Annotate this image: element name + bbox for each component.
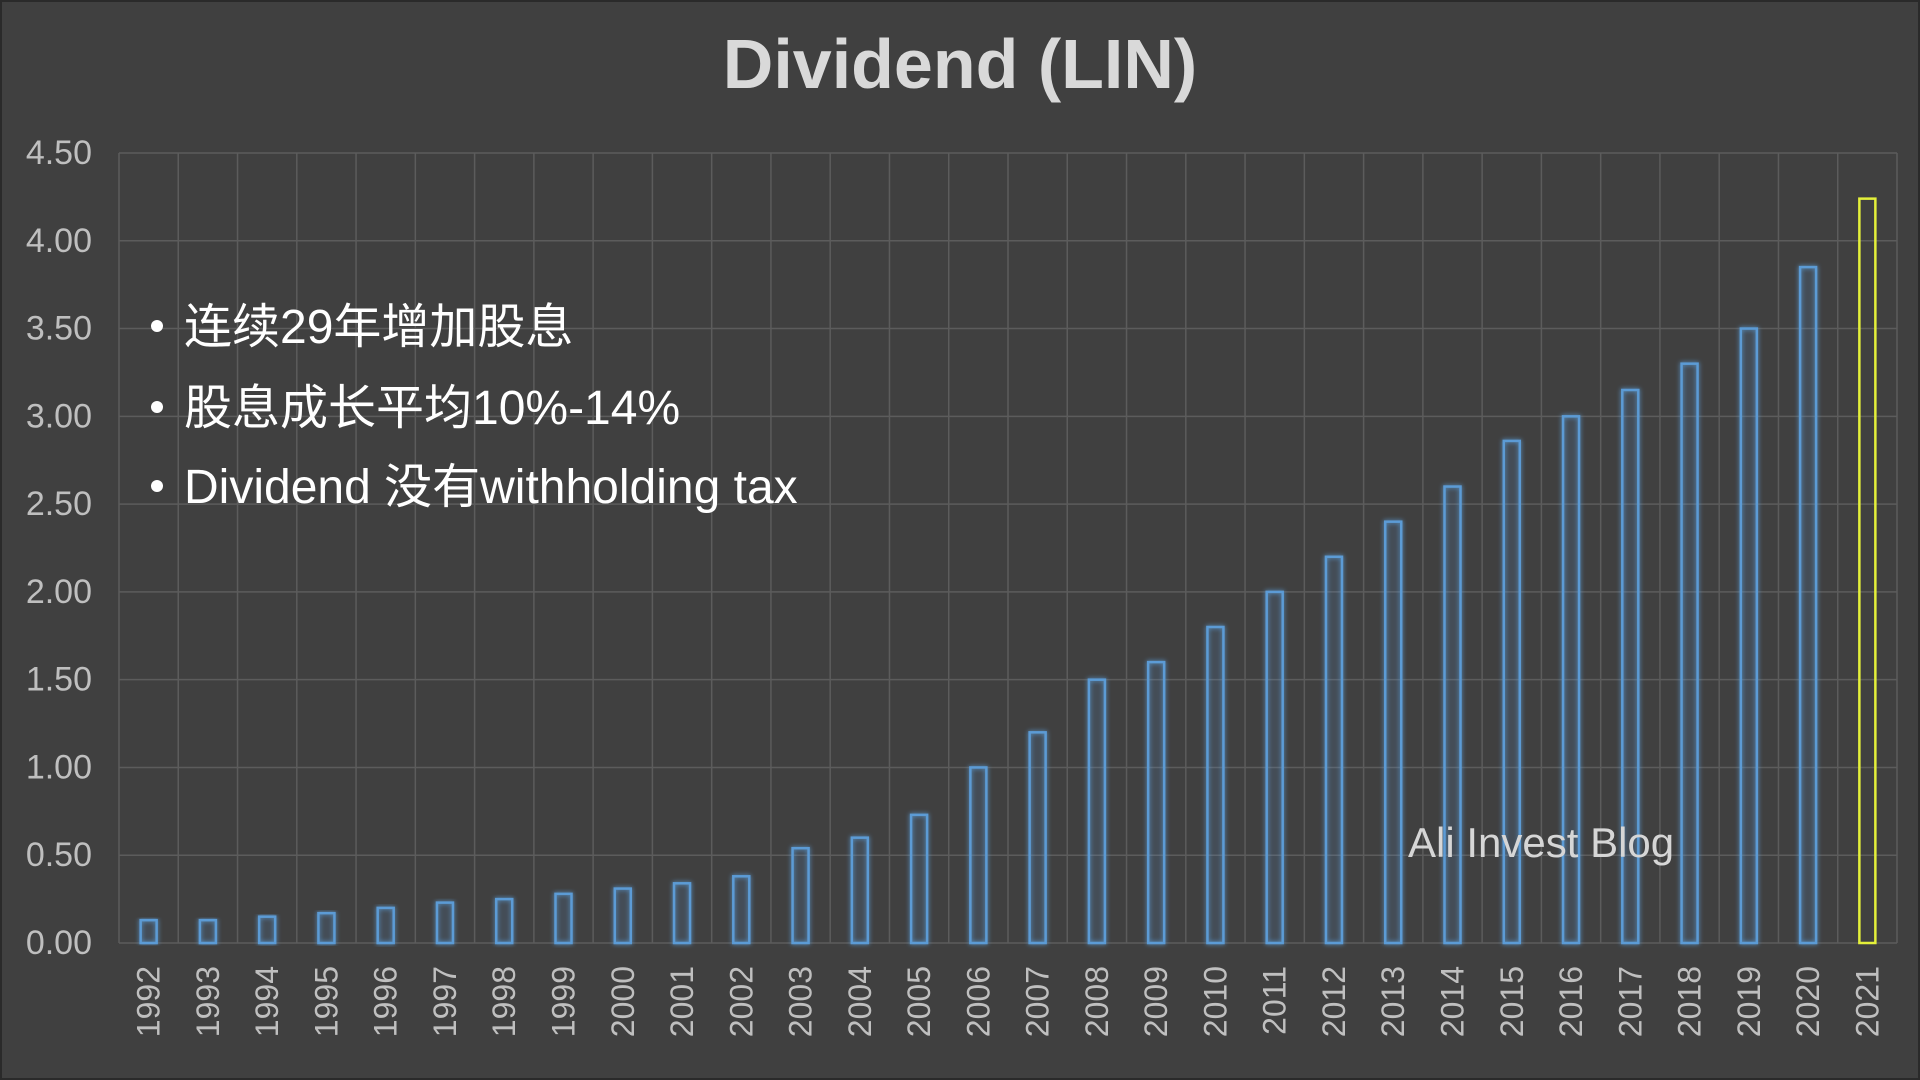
y-tick-label: 3.50 [26, 310, 92, 348]
x-tick-label: 1998 [486, 966, 522, 1037]
bar-2003 [791, 846, 810, 945]
bullet-dot [151, 320, 163, 332]
bar-2020 [1798, 265, 1818, 945]
x-tick-label: 2000 [605, 966, 641, 1037]
y-tick-label: 1.00 [26, 748, 92, 786]
annotation-line: Dividend 没有withholding tax [184, 461, 798, 514]
annotation-line: 股息成长平均10%-14% [184, 382, 680, 435]
x-tick-label: 2014 [1435, 966, 1471, 1037]
annotation-line: 连续29年增加股息 [184, 301, 573, 354]
x-tick-label: 2004 [842, 966, 878, 1037]
bar-1995 [317, 911, 336, 945]
x-tick-label: 2003 [783, 966, 819, 1037]
x-tick-label: 2009 [1138, 966, 1174, 1037]
bar-2014 [1443, 485, 1462, 945]
bar-2009 [1146, 660, 1166, 945]
y-axis-tick-labels: 0.00 0.50 1.00 1.50 2.00 2.50 3.00 3.50 4.00 4.50 [26, 134, 92, 962]
x-tick-label: 2002 [723, 966, 759, 1037]
x-tick-label: 1993 [190, 966, 226, 1037]
bullet-dot [151, 401, 163, 413]
bar-series [139, 197, 1877, 945]
bar-2007 [1028, 731, 1047, 945]
x-tick-label: 2020 [1790, 966, 1826, 1037]
chart-title: Dividend (LIN) [723, 25, 1197, 103]
bar-1996 [376, 906, 395, 945]
bar-2008 [1087, 678, 1107, 945]
x-tick-label: 1992 [131, 966, 167, 1037]
x-tick-label: 2008 [1079, 966, 1115, 1037]
x-tick-label: 2015 [1494, 966, 1530, 1037]
bar-2006 [969, 766, 988, 945]
x-tick-label: 2019 [1731, 966, 1767, 1037]
x-tick-label: 2007 [1020, 966, 1056, 1037]
bar-2015 [1502, 439, 1522, 945]
bar-1992 [139, 918, 158, 945]
bar-2011 [1265, 590, 1284, 945]
bar-2001 [672, 882, 692, 945]
y-tick-label: 0.50 [26, 836, 92, 874]
x-tick-label: 2013 [1375, 966, 1411, 1037]
bullet-dot [151, 480, 163, 492]
bar-2004 [850, 836, 870, 945]
annotation-textbox: 连续29年增加股息 股息成长平均10%-14% Dividend 没有withh… [151, 301, 798, 514]
bar-1998 [494, 897, 514, 945]
x-tick-label: 2021 [1849, 966, 1885, 1037]
bar-1994 [257, 915, 277, 945]
bar-2021 [1858, 197, 1877, 945]
x-tick-label: 1999 [546, 966, 582, 1037]
bar-2002 [732, 875, 751, 945]
bar-2017 [1621, 388, 1640, 945]
bar-2005 [909, 813, 929, 945]
bar-2018 [1680, 362, 1699, 945]
bar-2013 [1383, 520, 1403, 945]
y-tick-label: 3.00 [26, 397, 92, 435]
watermark-text: Ali Invest Blog [1408, 819, 1674, 866]
bar-2016 [1561, 415, 1581, 945]
y-tick-label: 4.50 [26, 134, 92, 172]
bar-1999 [554, 892, 573, 945]
x-tick-label: 1995 [308, 966, 344, 1037]
bar-2012 [1324, 555, 1344, 945]
x-tick-label: 2001 [664, 966, 700, 1037]
bar-2000 [613, 887, 633, 945]
x-tick-label: 1997 [427, 966, 463, 1037]
x-tick-label: 2017 [1612, 966, 1648, 1037]
x-axis-tick-labels: 1992 1993 1994 1995 1996 1997 1998 1999 2000 2001… [131, 966, 1886, 1037]
x-tick-label: 2011 [1257, 966, 1293, 1035]
x-tick-label: 2005 [901, 966, 937, 1037]
y-tick-label: 4.00 [26, 222, 92, 260]
bar-1997 [435, 901, 455, 945]
x-tick-label: 2012 [1316, 966, 1352, 1037]
x-tick-label: 1994 [249, 966, 285, 1037]
x-tick-label: 1996 [368, 966, 404, 1037]
bar-1993 [198, 918, 218, 945]
bar-2019 [1739, 327, 1759, 945]
x-tick-label: 2010 [1197, 966, 1233, 1037]
y-tick-label: 2.00 [26, 573, 92, 611]
x-tick-label: 2016 [1553, 966, 1589, 1037]
y-tick-label: 1.50 [26, 661, 92, 699]
x-tick-label: 2018 [1672, 966, 1708, 1037]
x-tick-label: 2006 [960, 966, 996, 1037]
y-tick-label: 2.50 [26, 485, 92, 523]
bar-2010 [1206, 625, 1225, 945]
gridlines [118, 152, 1898, 944]
y-tick-label: 0.00 [26, 924, 92, 962]
